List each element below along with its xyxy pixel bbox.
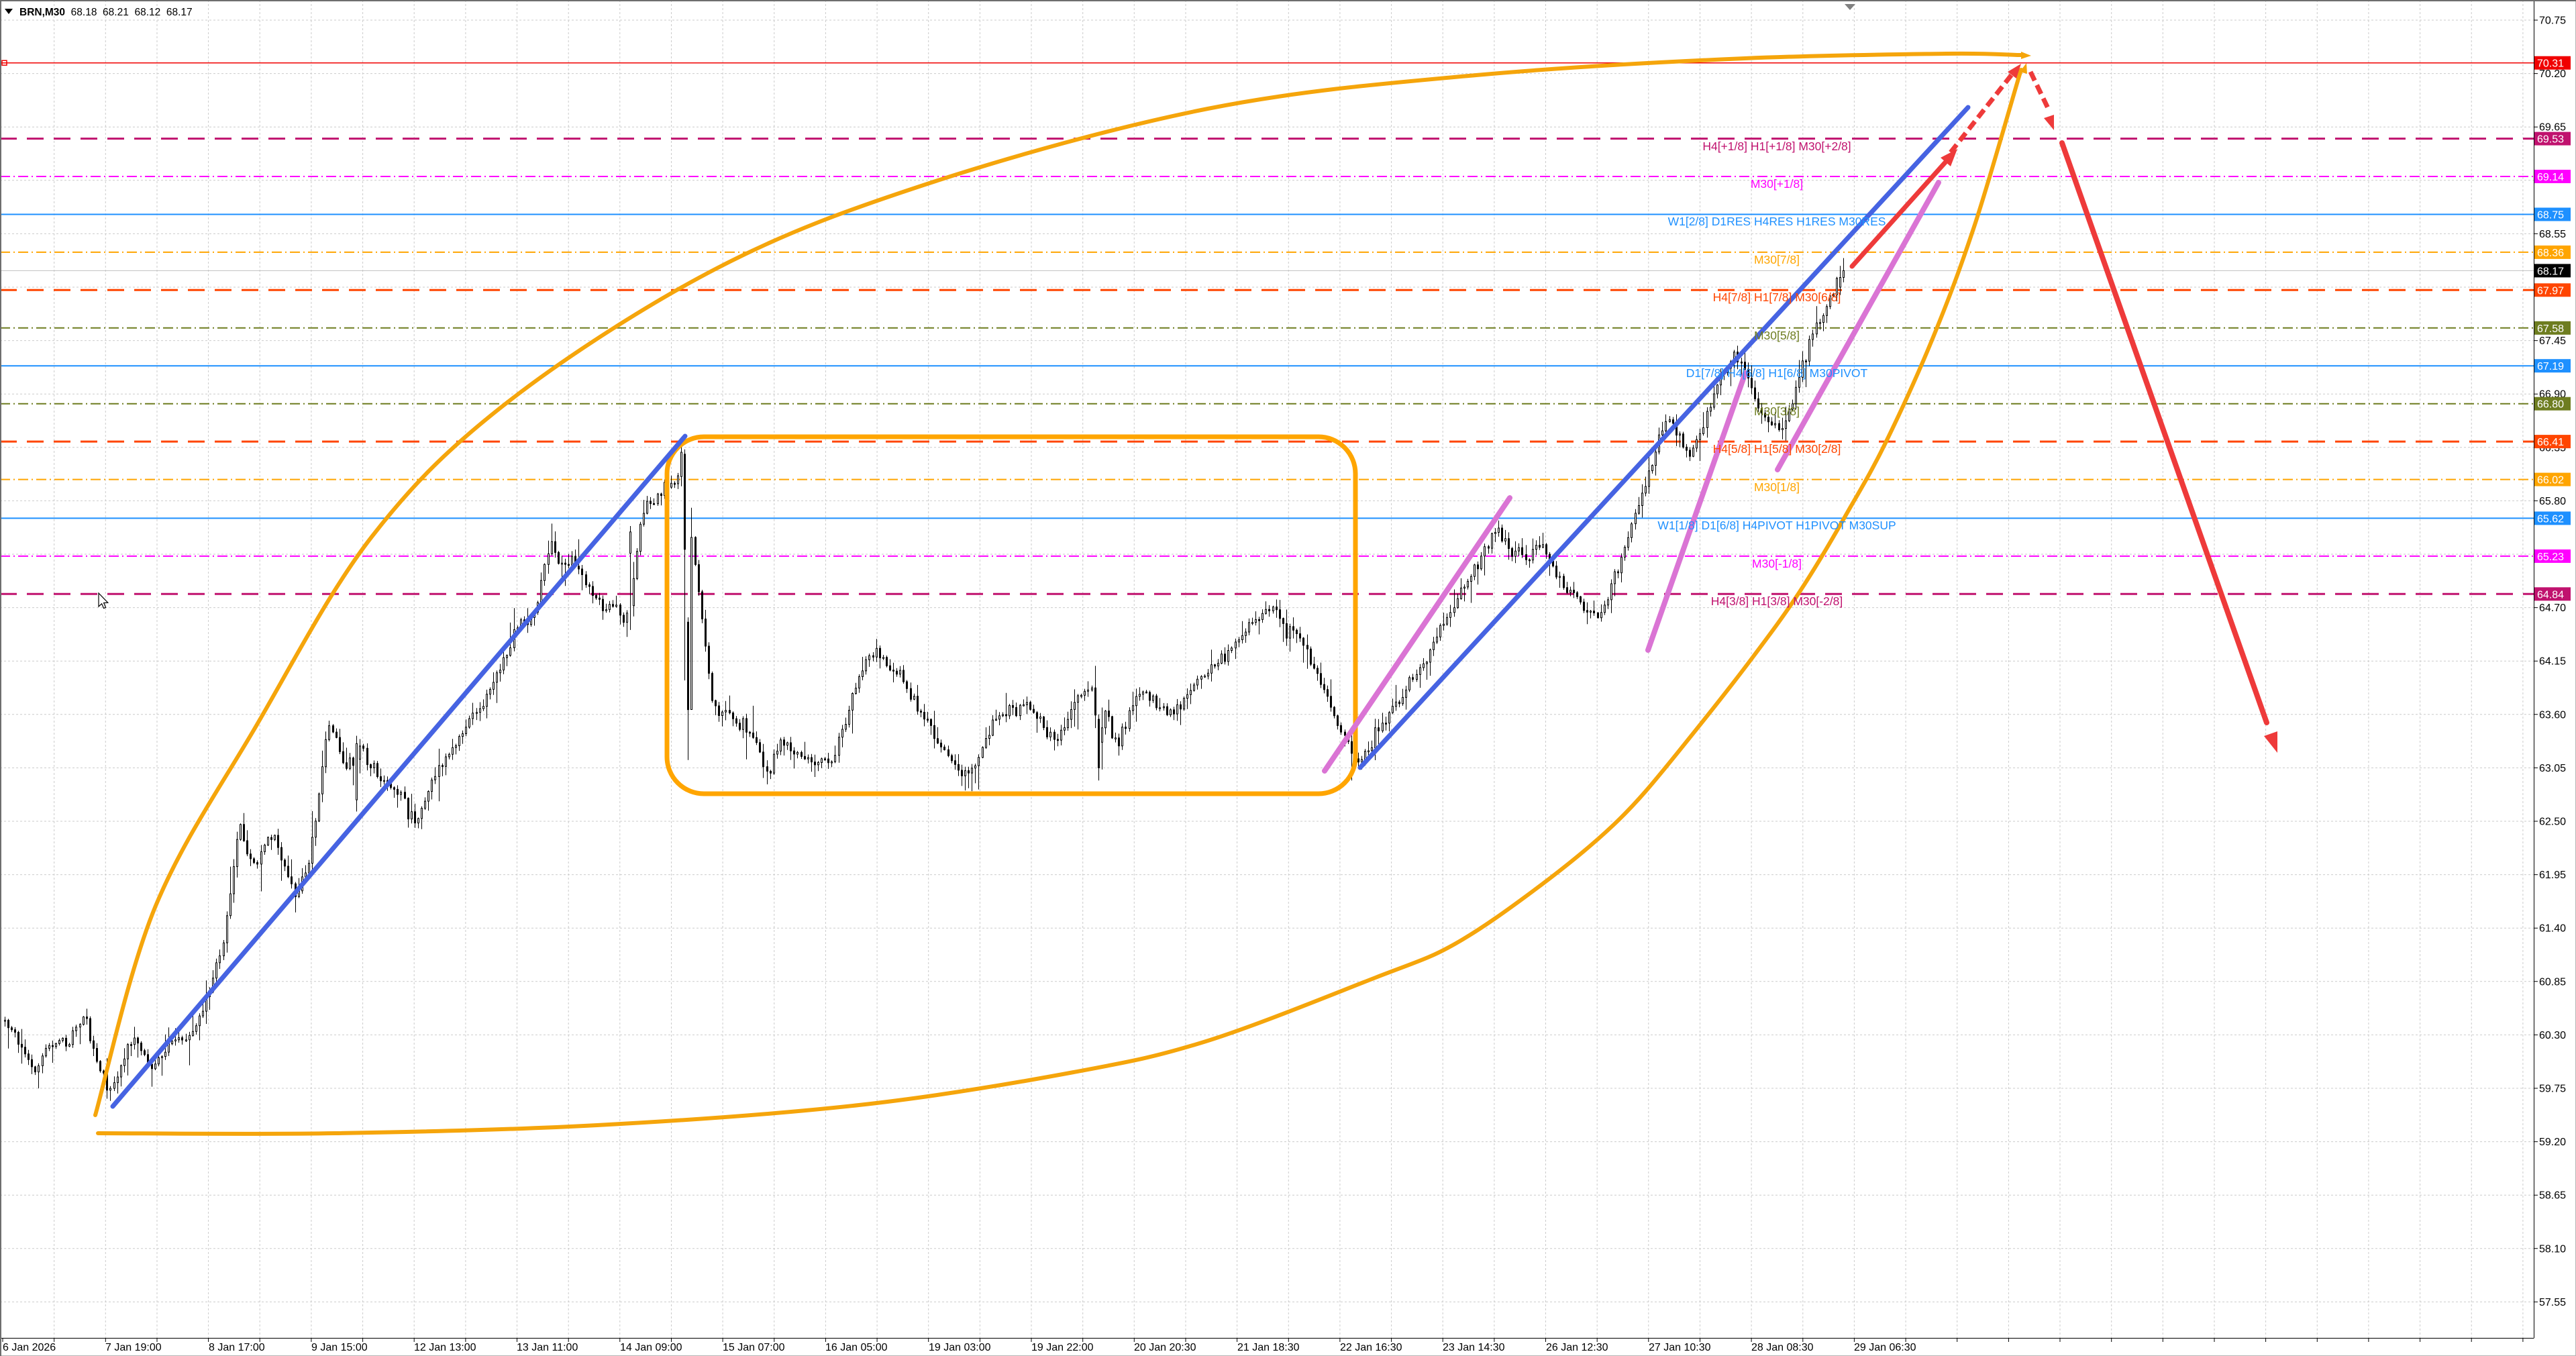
svg-text:W1[1/8] D1[6/8] H4PIVOT H1PIVO: W1[1/8] D1[6/8] H4PIVOT H1PIVOT M30SUP <box>1657 519 1896 532</box>
svg-text:65.62: 65.62 <box>2537 513 2564 525</box>
svg-text:67.97: 67.97 <box>2537 285 2564 297</box>
svg-text:W1[2/8] D1RES H4RES H1RES M30R: W1[2/8] D1RES H4RES H1RES M30RES <box>1668 215 1886 228</box>
svg-text:27 Jan 10:30: 27 Jan 10:30 <box>1649 1342 1711 1353</box>
svg-text:H4[3/8] H1[3/8] M30[-2/8]: H4[3/8] H1[3/8] M30[-2/8] <box>1711 594 1843 608</box>
svg-text:66.80: 66.80 <box>2537 399 2564 411</box>
svg-text:63.05: 63.05 <box>2539 763 2566 774</box>
svg-text:67.19: 67.19 <box>2537 361 2564 372</box>
svg-text:M30[5/8]: M30[5/8] <box>1754 329 1800 342</box>
svg-text:66.41: 66.41 <box>2537 437 2564 448</box>
svg-text:58.10: 58.10 <box>2539 1243 2566 1255</box>
svg-text:12 Jan 13:00: 12 Jan 13:00 <box>414 1342 476 1353</box>
svg-text:28 Jan 08:30: 28 Jan 08:30 <box>1751 1342 1814 1353</box>
svg-text:9 Jan 15:00: 9 Jan 15:00 <box>311 1342 368 1353</box>
svg-text:58.65: 58.65 <box>2539 1190 2566 1202</box>
svg-text:67.45: 67.45 <box>2539 335 2566 347</box>
svg-text:61.40: 61.40 <box>2539 923 2566 935</box>
svg-text:62.50: 62.50 <box>2539 817 2566 828</box>
svg-text:64.70: 64.70 <box>2539 603 2566 614</box>
svg-text:59.75: 59.75 <box>2539 1084 2566 1095</box>
svg-text:68.36: 68.36 <box>2537 248 2564 259</box>
svg-text:67.58: 67.58 <box>2537 323 2564 335</box>
svg-text:19 Jan 03:00: 19 Jan 03:00 <box>929 1342 991 1353</box>
svg-text:7 Jan 19:00: 7 Jan 19:00 <box>105 1342 162 1353</box>
svg-text:61.95: 61.95 <box>2539 870 2566 881</box>
svg-text:64.15: 64.15 <box>2539 656 2566 668</box>
svg-text:59.20: 59.20 <box>2539 1137 2566 1148</box>
svg-text:M30[1/8]: M30[1/8] <box>1754 480 1800 494</box>
svg-text:70.75: 70.75 <box>2539 15 2566 27</box>
svg-text:70.20: 70.20 <box>2539 68 2566 80</box>
svg-text:D1[7/8] H4[6/8] H1[6/8] M30PIV: D1[7/8] H4[6/8] H1[6/8] M30PIVOT <box>1686 366 1868 380</box>
svg-text:69.53: 69.53 <box>2537 134 2564 146</box>
svg-text:26 Jan 12:30: 26 Jan 12:30 <box>1546 1342 1608 1353</box>
svg-text:68.17: 68.17 <box>2537 266 2564 277</box>
svg-text:29 Jan 06:30: 29 Jan 06:30 <box>1854 1342 1916 1353</box>
svg-text:64.84: 64.84 <box>2537 589 2564 601</box>
svg-text:65.23: 65.23 <box>2537 552 2564 563</box>
svg-text:63.60: 63.60 <box>2539 709 2566 721</box>
svg-text:66.02: 66.02 <box>2537 475 2564 486</box>
svg-text:68.75: 68.75 <box>2537 210 2564 221</box>
svg-text:M30[3/8]: M30[3/8] <box>1754 405 1800 418</box>
svg-text:21 Jan 18:30: 21 Jan 18:30 <box>1237 1342 1300 1353</box>
svg-text:19 Jan 22:00: 19 Jan 22:00 <box>1031 1342 1094 1353</box>
svg-text:BRN,M30 68.18 68.21 68.12: BRN,M30 68.18 68.21 68.12 68.17 <box>19 7 193 18</box>
svg-text:13 Jan 11:00: 13 Jan 11:00 <box>517 1342 578 1353</box>
svg-text:15 Jan 07:00: 15 Jan 07:00 <box>723 1342 785 1353</box>
svg-text:57.55: 57.55 <box>2539 1297 2566 1308</box>
svg-text:H4[+1/8] H1[+1/8] M30[+2/8]: H4[+1/8] H1[+1/8] M30[+2/8] <box>1702 140 1851 153</box>
svg-text:68.55: 68.55 <box>2539 229 2566 240</box>
svg-text:22 Jan 16:30: 22 Jan 16:30 <box>1340 1342 1402 1353</box>
svg-text:6 Jan 2026: 6 Jan 2026 <box>3 1342 56 1353</box>
svg-text:69.65: 69.65 <box>2539 122 2566 134</box>
svg-text:70.31: 70.31 <box>2537 58 2564 70</box>
svg-text:M30[-1/8]: M30[-1/8] <box>1752 557 1802 570</box>
svg-text:M30[+1/8]: M30[+1/8] <box>1751 177 1803 191</box>
svg-text:60.85: 60.85 <box>2539 976 2566 988</box>
svg-text:H4[7/8] H1[7/8] M30[6/8]: H4[7/8] H1[7/8] M30[6/8] <box>1713 291 1841 304</box>
svg-text:14 Jan 09:00: 14 Jan 09:00 <box>620 1342 682 1353</box>
svg-text:69.14: 69.14 <box>2537 172 2564 183</box>
svg-text:20 Jan 20:30: 20 Jan 20:30 <box>1134 1342 1196 1353</box>
svg-text:23 Jan 14:30: 23 Jan 14:30 <box>1443 1342 1505 1353</box>
svg-text:H4[5/8] H1[5/8] M30[2/8]: H4[5/8] H1[5/8] M30[2/8] <box>1713 442 1841 456</box>
svg-text:M30[7/8]: M30[7/8] <box>1754 253 1800 266</box>
svg-text:16 Jan 05:00: 16 Jan 05:00 <box>825 1342 888 1353</box>
svg-text:65.80: 65.80 <box>2539 496 2566 507</box>
svg-text:60.30: 60.30 <box>2539 1030 2566 1041</box>
svg-text:8 Jan 17:00: 8 Jan 17:00 <box>209 1342 265 1353</box>
